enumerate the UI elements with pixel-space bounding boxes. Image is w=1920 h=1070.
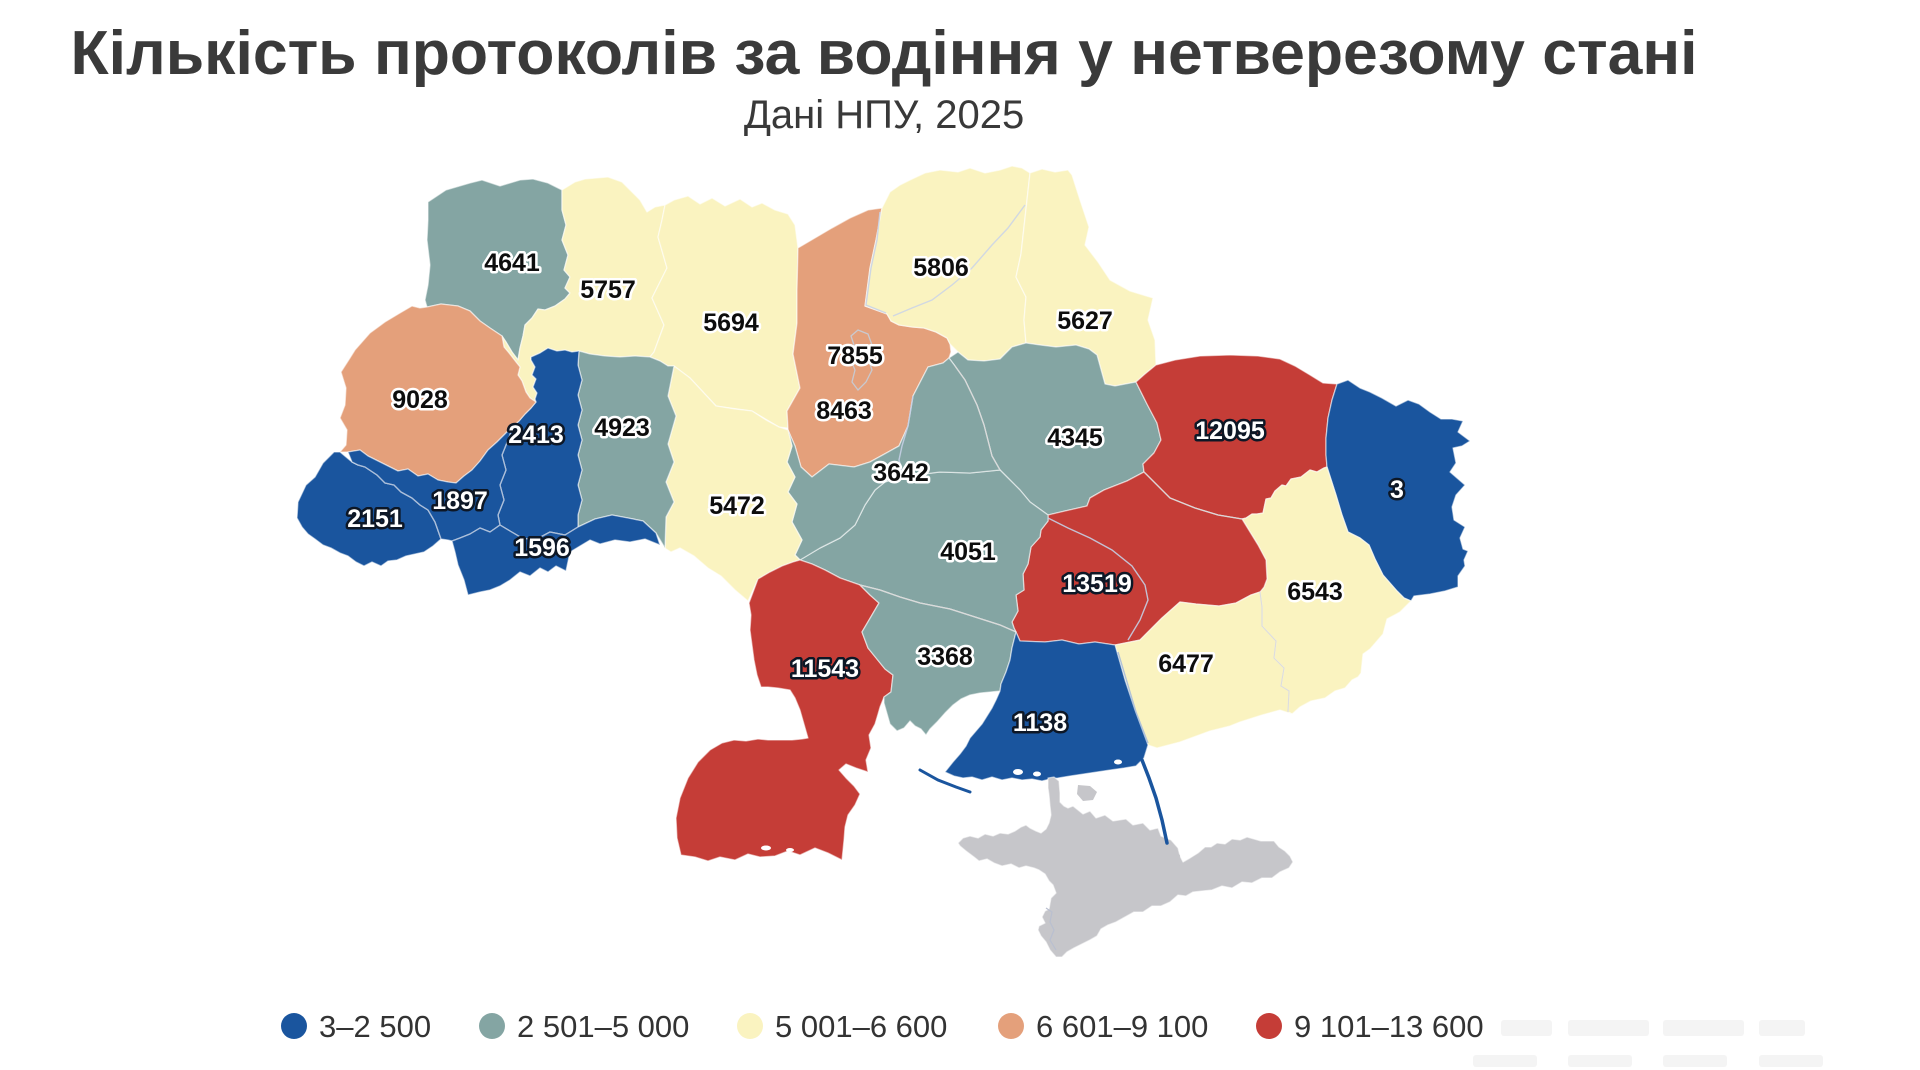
svg-text:4923: 4923: [594, 414, 650, 442]
svg-text:1138: 1138: [1013, 709, 1067, 737]
svg-text:1596: 1596: [514, 534, 570, 562]
svg-text:6477: 6477: [1158, 650, 1214, 678]
svg-text:3368: 3368: [917, 643, 973, 671]
svg-text:5472: 5472: [709, 492, 765, 520]
svg-text:8463: 8463: [816, 397, 872, 425]
svg-text:11543: 11543: [791, 655, 859, 683]
svg-text:6543: 6543: [1287, 578, 1343, 606]
svg-text:5 001–6 600: 5 001–6 600: [775, 1009, 947, 1044]
svg-text:5757: 5757: [580, 276, 636, 304]
svg-text:3642: 3642: [873, 459, 929, 487]
svg-text:3: 3: [1390, 476, 1404, 504]
svg-text:4641: 4641: [484, 249, 540, 277]
svg-text:2151: 2151: [347, 505, 403, 533]
svg-text:Кількість протоколів за водінн: Кількість протоколів за водіння у нетвер…: [71, 18, 1698, 88]
svg-text:2 501–5 000: 2 501–5 000: [517, 1009, 689, 1044]
svg-text:6 601–9 100: 6 601–9 100: [1036, 1009, 1208, 1044]
svg-text:3–2 500: 3–2 500: [319, 1009, 431, 1044]
svg-text:9028: 9028: [392, 386, 448, 414]
svg-text:7855: 7855: [827, 342, 883, 370]
svg-text:1897: 1897: [432, 487, 488, 515]
svg-text:12095: 12095: [1195, 417, 1265, 445]
svg-text:4345: 4345: [1047, 424, 1103, 452]
svg-text:5806: 5806: [913, 254, 969, 282]
svg-text:Дані НПУ, 2025: Дані НПУ, 2025: [744, 93, 1024, 137]
svg-text:13519: 13519: [1062, 570, 1132, 598]
svg-text:2413: 2413: [508, 421, 564, 449]
svg-text:4051: 4051: [940, 538, 996, 566]
svg-text:5694: 5694: [703, 309, 759, 337]
svg-text:9 101–13 600: 9 101–13 600: [1294, 1009, 1484, 1044]
svg-text:5627: 5627: [1057, 307, 1113, 335]
